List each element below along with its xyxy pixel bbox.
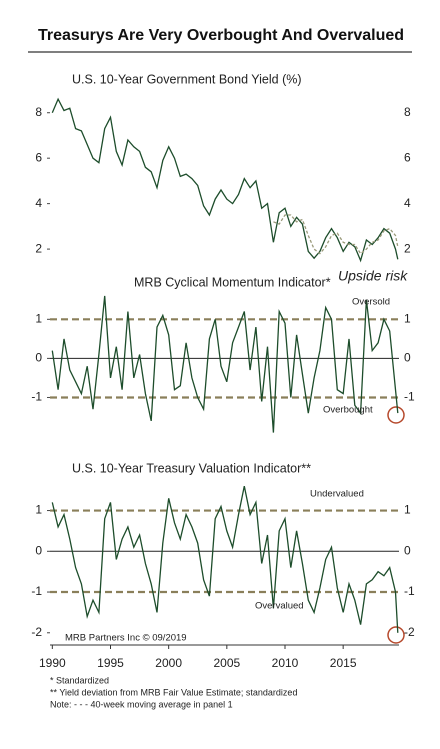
panel-title: U.S. 10-Year Government Bond Yield (%)	[72, 72, 302, 86]
annotation: MRB Partners Inc © 09/2019	[65, 633, 187, 644]
annotation: Undervalued	[310, 489, 364, 500]
y-tick-label-right: 1	[404, 311, 411, 325]
annotation: Upside risk	[338, 268, 408, 284]
y-tick-label: 1	[35, 503, 42, 517]
y-tick-label-right: 8	[404, 105, 411, 119]
y-tick-label-right: -1	[404, 584, 415, 598]
y-tick-label: -2	[31, 625, 42, 639]
x-tick-label: 2015	[330, 656, 357, 670]
y-tick-label: 6	[35, 150, 42, 164]
y-tick-label: -1	[31, 584, 42, 598]
footnote: * Standardized	[50, 675, 109, 685]
annotation: Overbought	[323, 405, 373, 416]
y-tick-label-right: 0	[404, 543, 411, 557]
y-tick-label: 2	[35, 241, 42, 255]
series-line	[51, 485, 399, 633]
x-tick-label: 2000	[155, 656, 182, 670]
footnote: ** Yield deviation from MRB Fair Value E…	[50, 687, 297, 697]
highlight-circle	[387, 626, 405, 644]
annotation: Overvalued	[255, 601, 304, 612]
y-tick-label: 4	[35, 196, 42, 210]
series-line	[51, 295, 399, 433]
y-tick-label-right: -2	[404, 625, 415, 639]
y-tick-label: 8	[35, 105, 42, 119]
annotation: Oversold	[352, 297, 390, 308]
panel-title: MRB Cyclical Momentum Indicator*	[134, 275, 331, 289]
highlight-circle	[387, 406, 405, 424]
x-tick-label: 1990	[39, 656, 66, 670]
y-tick-label-right: 6	[404, 150, 411, 164]
y-tick-label-right: 1	[404, 503, 411, 517]
series-line	[51, 97, 399, 263]
y-tick-label-right: -1	[404, 390, 415, 404]
y-tick-label: 0	[35, 543, 42, 557]
y-tick-label: -1	[31, 390, 42, 404]
panel-title: U.S. 10-Year Treasury Valuation Indicato…	[72, 461, 311, 475]
x-tick-label: 2010	[272, 656, 299, 670]
footnote: Note: - - - 40-week moving average in pa…	[50, 699, 233, 709]
y-tick-label: 0	[35, 351, 42, 365]
y-tick-label-right: 4	[404, 196, 411, 210]
y-tick-label-right: 0	[404, 351, 411, 365]
x-tick-label: 1995	[97, 656, 124, 670]
y-tick-label: 1	[35, 311, 42, 325]
series-line	[273, 214, 399, 255]
page-title: Treasurys Are Very Overbought And Overva…	[38, 27, 404, 44]
x-tick-label: 2005	[213, 656, 240, 670]
y-tick-label-right: 2	[404, 241, 411, 255]
